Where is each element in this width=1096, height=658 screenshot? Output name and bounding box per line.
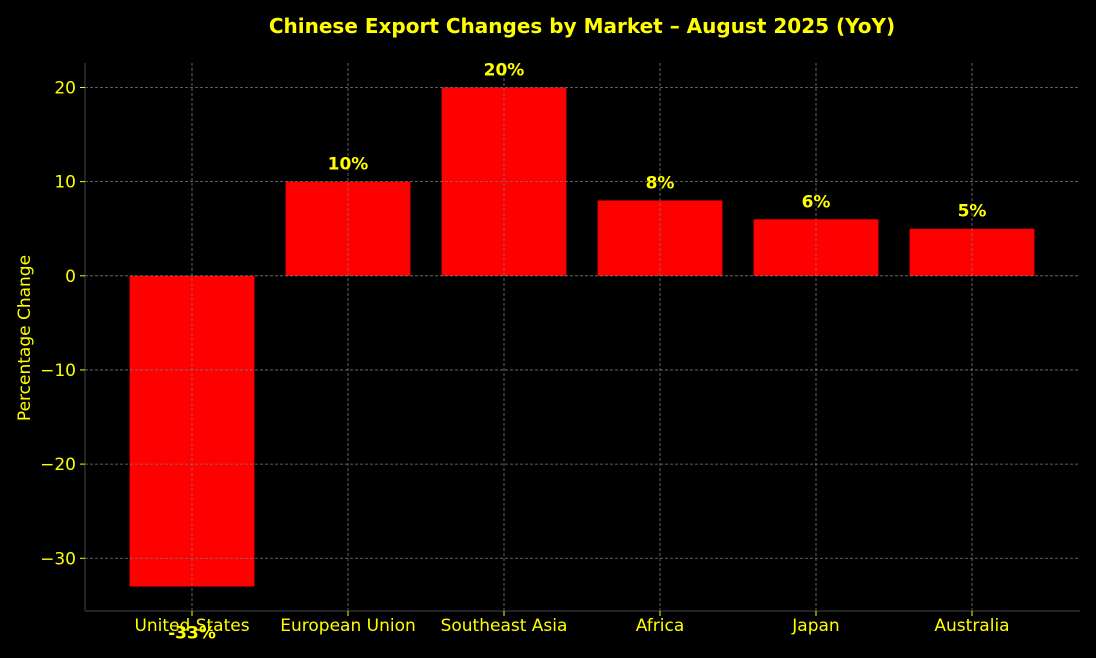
x-tick-label: Australia bbox=[934, 616, 1009, 636]
y-tick-label: 20 bbox=[54, 78, 76, 98]
y-tick-label: −20 bbox=[40, 455, 76, 475]
bar-value-label: 8% bbox=[646, 173, 675, 193]
bar-value-label: 5% bbox=[958, 202, 987, 222]
x-tick-label: United States bbox=[134, 616, 249, 636]
y-tick-label: 10 bbox=[54, 173, 76, 193]
bar-value-label: 20% bbox=[484, 60, 525, 80]
bar-labels: -33% 10% 20% 8% 6% 5% bbox=[168, 60, 986, 643]
axes-spines bbox=[84, 63, 1080, 612]
bar bbox=[753, 219, 879, 276]
x-tick-label: European Union bbox=[280, 616, 416, 636]
bar bbox=[909, 228, 1035, 276]
y-tick-label: 0 bbox=[65, 267, 76, 287]
y-tick-label: −10 bbox=[40, 361, 76, 381]
x-axis-ticks: United States European Union Southeast Asi… bbox=[134, 611, 1010, 636]
x-tick-label: Japan bbox=[791, 616, 839, 636]
bar-value-label: 10% bbox=[328, 155, 369, 175]
grid bbox=[85, 63, 1080, 611]
x-tick-label: Africa bbox=[636, 616, 685, 636]
bar-value-label: -33% bbox=[168, 624, 216, 644]
bar-value-label: 6% bbox=[802, 192, 831, 212]
y-axis-label: Percentage Change bbox=[15, 255, 35, 421]
y-tick-label: −30 bbox=[40, 549, 76, 569]
chart-title: Chinese Export Changes by Market – Augus… bbox=[269, 14, 895, 38]
y-axis-ticks: 20 10 0 −10 −20 −30 bbox=[40, 78, 85, 569]
x-tick-label: Southeast Asia bbox=[441, 616, 568, 636]
